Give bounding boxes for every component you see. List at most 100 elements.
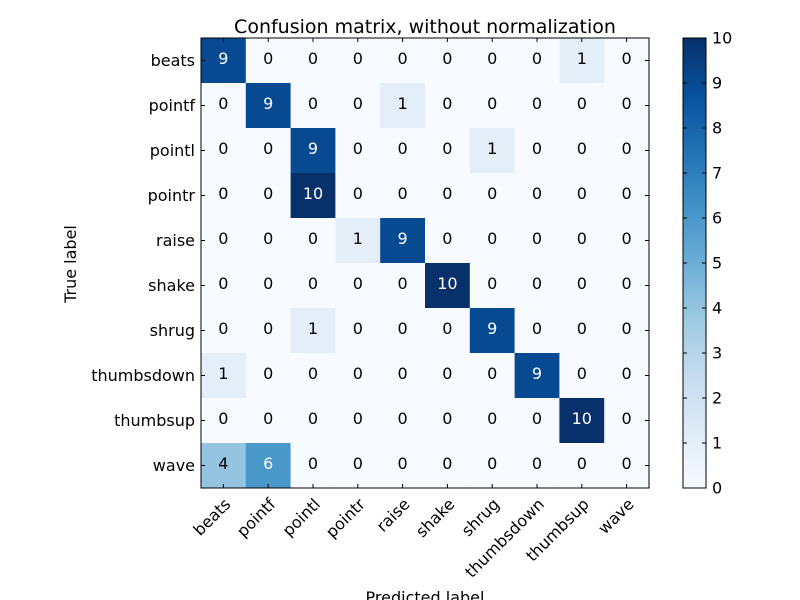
heatmap-cell (425, 38, 471, 84)
cell-value-label: 0 (622, 274, 632, 293)
heatmap-cell (335, 38, 381, 84)
cell-value-label: 0 (442, 409, 452, 428)
colorbar-tick-label: 7 (712, 164, 722, 183)
y-tick-label: thumbsdown (91, 366, 195, 385)
heatmap-cell (559, 38, 605, 84)
cell-value-label: 0 (577, 139, 587, 158)
heatmap-cell (559, 443, 605, 489)
cell-value-label: 0 (622, 184, 632, 203)
x-tick-label: beats (190, 495, 235, 540)
heatmap-cell (335, 263, 381, 309)
cell-value-label: 0 (532, 94, 542, 113)
heatmap-cell (514, 263, 560, 309)
heatmap-cell (245, 353, 291, 399)
cell-value-label: 0 (577, 184, 587, 203)
heatmap-cell (559, 173, 605, 219)
heatmap-cell (380, 263, 426, 309)
heatmap-cell (245, 38, 291, 84)
x-tick-label: pointr (322, 494, 369, 541)
heatmap-cell (290, 398, 336, 444)
cell-value-label: 0 (622, 139, 632, 158)
cell-value-label: 0 (398, 409, 408, 428)
cell-value-label: 0 (487, 454, 497, 473)
heatmap-cell (201, 83, 247, 129)
heatmap-cell (469, 308, 515, 354)
heatmap-cell (469, 38, 515, 84)
heatmap-cell (425, 263, 471, 309)
heatmap-cell (380, 83, 426, 129)
cell-value-label: 0 (263, 364, 273, 383)
cell-value-label: 0 (487, 364, 497, 383)
cell-value-label: 0 (308, 94, 318, 113)
cell-value-label: 0 (398, 319, 408, 338)
heatmap-cell (290, 218, 336, 264)
heatmap-cell (245, 398, 291, 444)
heatmap-cell (201, 398, 247, 444)
cell-value-label: 0 (622, 364, 632, 383)
cell-value-label: 0 (308, 229, 318, 248)
heatmap-cell (245, 128, 291, 174)
x-axis-label: Predicted label (366, 588, 485, 600)
heatmap-cell (245, 173, 291, 219)
cell-value-label: 0 (263, 319, 273, 338)
cell-value-label: 1 (398, 94, 408, 113)
cell-value-label: 0 (487, 184, 497, 203)
heatmap-cell (380, 398, 426, 444)
heatmap-cell (380, 38, 426, 84)
heatmap-cell (290, 83, 336, 129)
cell-value-label: 0 (487, 229, 497, 248)
cell-value-label: 0 (263, 274, 273, 293)
heatmap-cell (425, 308, 471, 354)
heatmap-cell (380, 308, 426, 354)
cell-value-label: 0 (263, 139, 273, 158)
heatmap-cell (604, 128, 650, 174)
heatmap-cell (290, 443, 336, 489)
heatmap-cell (514, 398, 560, 444)
colorbar-tick-label: 3 (712, 344, 722, 363)
colorbar-tick-label: 5 (712, 254, 722, 273)
cell-value-label: 0 (263, 49, 273, 68)
heatmap-cell (245, 83, 291, 129)
heatmap-cell (290, 263, 336, 309)
cell-value-label: 10 (303, 184, 323, 203)
colorbar-ticks: 0 1 2 3 4 5 6 7 8 9 10 (683, 29, 732, 498)
cell-value-label: 0 (487, 274, 497, 293)
colorbar-tick-label: 2 (712, 389, 722, 408)
heatmap-cell (425, 353, 471, 399)
cell-value-label: 9 (398, 229, 408, 248)
cell-value-label: 0 (622, 319, 632, 338)
heatmap-cell (245, 263, 291, 309)
cell-value-label: 9 (487, 319, 497, 338)
cell-value-label: 0 (398, 139, 408, 158)
heatmap-cell (380, 443, 426, 489)
heatmap-cell (201, 218, 247, 264)
cell-value-label: 9 (532, 364, 542, 383)
heatmap-cell (201, 353, 247, 399)
heatmap-cell (604, 83, 650, 129)
cell-value-label: 0 (532, 139, 542, 158)
heatmap-cell (245, 218, 291, 264)
cell-value-label: 0 (353, 364, 363, 383)
cell-value-label: 0 (442, 139, 452, 158)
heatmap-cell (335, 308, 381, 354)
y-axis-ticks: beats pointf pointl pointr raise shake shrug th… (91, 51, 649, 475)
cell-value-label: 0 (622, 454, 632, 473)
colorbar-tick-label: 9 (712, 74, 722, 93)
cell-value-label: 10 (437, 274, 457, 293)
colorbar-tick-label: 6 (712, 209, 722, 228)
cell-value-label: 0 (532, 229, 542, 248)
y-axis-label: True label (61, 225, 80, 304)
heatmap-cell (380, 128, 426, 174)
y-tick-label: wave (153, 456, 195, 475)
heatmap-cell (290, 128, 336, 174)
heatmap-cell (559, 83, 605, 129)
y-tick-label: thumbsup (114, 411, 195, 430)
y-tick-label: shrug (150, 321, 195, 340)
cell-value-label: 0 (487, 409, 497, 428)
cell-value-label: 0 (532, 409, 542, 428)
cell-value-label: 0 (218, 139, 228, 158)
heatmap-cell (604, 263, 650, 309)
cell-value-label: 0 (577, 454, 587, 473)
heatmap-cell (201, 38, 247, 84)
